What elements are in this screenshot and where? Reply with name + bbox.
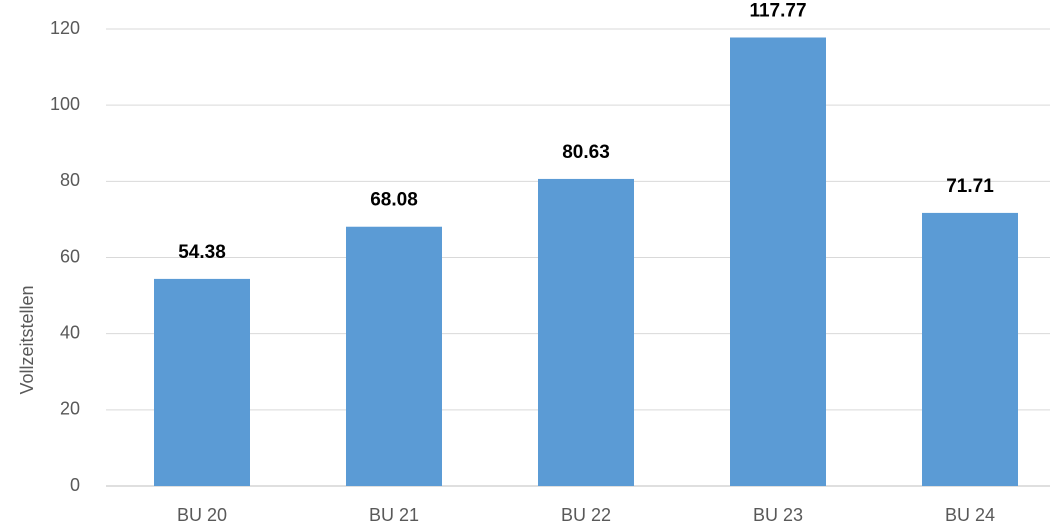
data-label: 54.38	[178, 242, 226, 263]
data-label: 80.63	[562, 142, 610, 163]
y-tick-label: 100	[50, 94, 80, 114]
x-tick-label: BU 20	[177, 505, 227, 525]
y-tick-label: 0	[70, 475, 80, 495]
y-tick-label: 60	[60, 246, 80, 266]
bar	[154, 278, 250, 486]
bar	[538, 178, 634, 486]
data-label: 117.77	[749, 1, 806, 22]
x-tick-label: BU 23	[753, 505, 803, 525]
x-tick-label: BU 22	[561, 505, 611, 525]
bar	[922, 212, 1018, 486]
data-label: 68.08	[370, 190, 418, 211]
bar	[346, 226, 442, 486]
data-label: 71.71	[946, 176, 994, 197]
bar	[730, 37, 826, 486]
x-tick-label: BU 21	[369, 505, 419, 525]
y-tick-label: 120	[50, 18, 80, 38]
y-tick-label: 80	[60, 170, 80, 190]
y-axis-label: Vollzeitstellen	[17, 285, 37, 394]
y-tick-label: 20	[60, 399, 80, 419]
x-tick-label: BU 24	[945, 505, 995, 525]
y-tick-label: 40	[60, 322, 80, 342]
